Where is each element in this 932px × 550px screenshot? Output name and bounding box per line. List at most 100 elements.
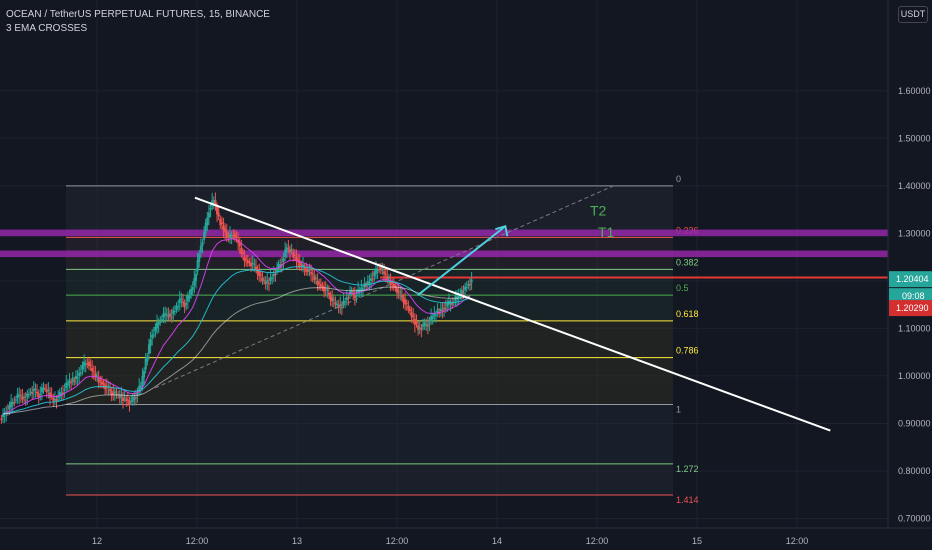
candle-body [358, 290, 361, 292]
candle-body [423, 322, 426, 327]
fib-level-label: 1 [676, 404, 681, 414]
time-axis[interactable]: 12 12:00 13 12:00 14 12:00 15 12:00 [0, 527, 932, 550]
candle-body [350, 290, 353, 293]
candle-body [254, 266, 257, 269]
candle-body [204, 222, 207, 234]
candle-body [162, 312, 165, 318]
candle-body [71, 377, 74, 382]
last-price-label: 1.20404 [896, 274, 929, 284]
candle-body [303, 267, 306, 269]
candle-body [96, 375, 99, 377]
candle-body [420, 327, 423, 330]
candle-body [276, 267, 279, 272]
candle-body [459, 295, 462, 297]
candle-body [31, 391, 34, 394]
price-tick-label: 1.60000 [898, 86, 931, 96]
candle-body [81, 364, 84, 370]
fib-level-label: 0.382 [676, 257, 699, 267]
candle-body [66, 383, 69, 386]
candle-body [133, 397, 136, 400]
time-tick-label: 12:00 [786, 536, 809, 546]
time-axis-bg [0, 528, 932, 550]
candle-body [258, 271, 261, 276]
candle-body [318, 282, 321, 284]
candlesticks [0, 192, 473, 424]
candle-body [266, 280, 269, 283]
fib-level-label: 1.272 [676, 464, 699, 474]
candle-body [147, 344, 150, 354]
candle-body [18, 394, 21, 397]
candle-body [175, 306, 178, 310]
candle-body [334, 302, 337, 305]
candle-body [279, 264, 282, 267]
candle-body [125, 398, 128, 402]
candle-body [404, 299, 407, 305]
candle-body [428, 322, 431, 324]
candle-body [431, 316, 434, 319]
descending-trendline[interactable] [194, 196, 831, 432]
candle-body [271, 277, 274, 279]
candle-body [321, 285, 324, 288]
time-tick-label: 12:00 [386, 536, 409, 546]
candle-body [70, 382, 73, 384]
candle-body [212, 200, 215, 204]
candle-body [436, 308, 439, 314]
candle-body [397, 290, 400, 292]
ema-price-label: 1.20290 [896, 303, 929, 313]
projection-arrow[interactable] [417, 224, 509, 296]
candle-body [191, 287, 194, 291]
candle-body [63, 389, 66, 391]
candle-body [79, 372, 82, 374]
fib-zone-fill [66, 185, 673, 238]
candle-body [154, 326, 157, 332]
candle-body [40, 387, 43, 393]
candle-body [91, 368, 94, 372]
candle-body [60, 392, 63, 395]
candle-body [421, 324, 424, 327]
candle-body [430, 316, 433, 322]
candle-body [370, 278, 373, 281]
candle-body [446, 303, 449, 307]
candle-body [173, 310, 176, 312]
candle-body [144, 358, 147, 370]
candle-body [433, 313, 436, 317]
candle-body [357, 289, 360, 294]
candle-body [344, 301, 347, 303]
candle-body [355, 294, 358, 296]
candle-body [172, 310, 175, 315]
candle-body [58, 392, 61, 398]
candle-body [347, 297, 350, 299]
symbol-title[interactable]: OCEAN / TetherUS PERPETUAL FUTURES, 15, … [6, 9, 270, 20]
candle-body [305, 268, 308, 272]
candle-body [460, 289, 463, 295]
candle-body [314, 278, 317, 280]
candle-body [345, 297, 348, 300]
candle-body [280, 264, 283, 266]
candle-body [277, 263, 280, 269]
candle-body [217, 212, 220, 217]
grid [0, 0, 888, 528]
candle-body [310, 272, 313, 274]
candle-body [444, 307, 447, 310]
indicator-title[interactable]: 3 EMA CROSSES [6, 23, 88, 34]
price-tick-label: 1.40000 [898, 181, 931, 191]
candle-body [229, 233, 232, 239]
candle-body [256, 269, 259, 275]
candle-body [160, 318, 163, 320]
candle-body [16, 393, 19, 399]
candle-body [219, 219, 222, 226]
candle-body [405, 303, 408, 305]
candle-body [426, 324, 429, 327]
price-tick-label: 0.90000 [898, 418, 931, 428]
candle-body [261, 277, 264, 281]
candle-body [469, 284, 471, 286]
price-axis[interactable]: 1.600001.500001.400001.300001.200001.100… [887, 0, 932, 550]
candle-body [169, 313, 172, 316]
candle-body [61, 392, 64, 394]
fib-level-label: 0.5 [676, 283, 689, 293]
currency-button[interactable]: USDT [898, 6, 928, 23]
candle-body [392, 284, 395, 288]
